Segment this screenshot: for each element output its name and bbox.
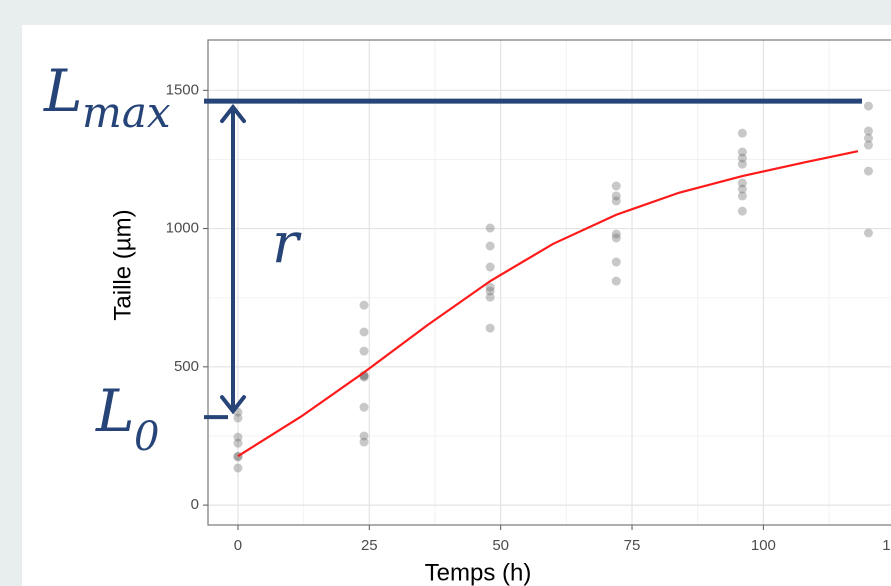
fitted-curve	[237, 150, 859, 458]
point	[485, 282, 495, 292]
l0-subscript: 0	[134, 414, 159, 460]
point	[485, 262, 495, 272]
point	[611, 276, 621, 286]
point	[863, 228, 873, 238]
point	[233, 413, 243, 423]
grid: 0 25 50 75 100 125 0 500 1000 1500	[166, 39, 891, 554]
point	[485, 292, 495, 302]
point	[359, 402, 369, 412]
point	[485, 286, 495, 296]
point	[233, 438, 243, 448]
y-tick-label: 1000	[166, 220, 199, 237]
point	[611, 191, 621, 201]
panel-border	[207, 39, 891, 526]
point	[485, 323, 495, 333]
point	[737, 159, 747, 169]
y-tick-label: 500	[174, 358, 199, 375]
point	[737, 128, 747, 138]
y-tick-label: 0	[191, 496, 199, 513]
point	[485, 241, 495, 251]
point	[611, 181, 621, 191]
x-tick-label: 125	[882, 537, 891, 554]
x-tick-label: 100	[751, 537, 776, 554]
point	[233, 463, 243, 473]
x-tick-label: 25	[361, 537, 378, 554]
point	[863, 140, 873, 150]
point	[359, 437, 369, 447]
rate-symbol: r	[272, 212, 302, 277]
x-axis-label: Temps (h)	[425, 559, 532, 586]
point	[611, 257, 621, 267]
point	[611, 229, 621, 239]
point	[737, 191, 747, 201]
point	[863, 126, 873, 136]
x-tick-label: 0	[234, 537, 242, 554]
point	[611, 233, 621, 243]
point	[611, 196, 621, 206]
point	[233, 432, 243, 442]
marks	[233, 101, 873, 473]
point	[359, 431, 369, 441]
l0-symbol: L	[95, 377, 135, 445]
point	[737, 153, 747, 163]
point	[359, 300, 369, 310]
rate-arrow-head	[220, 395, 246, 415]
y-tick-label: 1500	[166, 81, 199, 98]
point	[863, 101, 873, 111]
lmax-subscript: max	[82, 88, 171, 137]
point	[863, 166, 873, 176]
point	[737, 147, 747, 157]
x-tick-label: 75	[624, 537, 641, 554]
point	[737, 178, 747, 188]
y-axis-label: Taille (µm)	[109, 209, 136, 320]
x-tick-label: 50	[492, 537, 509, 554]
point	[485, 223, 495, 233]
point	[737, 184, 747, 194]
point	[359, 327, 369, 337]
point	[737, 206, 747, 216]
rate-arrow-head	[220, 103, 246, 124]
lmax-symbol: L	[43, 57, 83, 125]
point	[863, 133, 873, 143]
point	[359, 346, 369, 356]
